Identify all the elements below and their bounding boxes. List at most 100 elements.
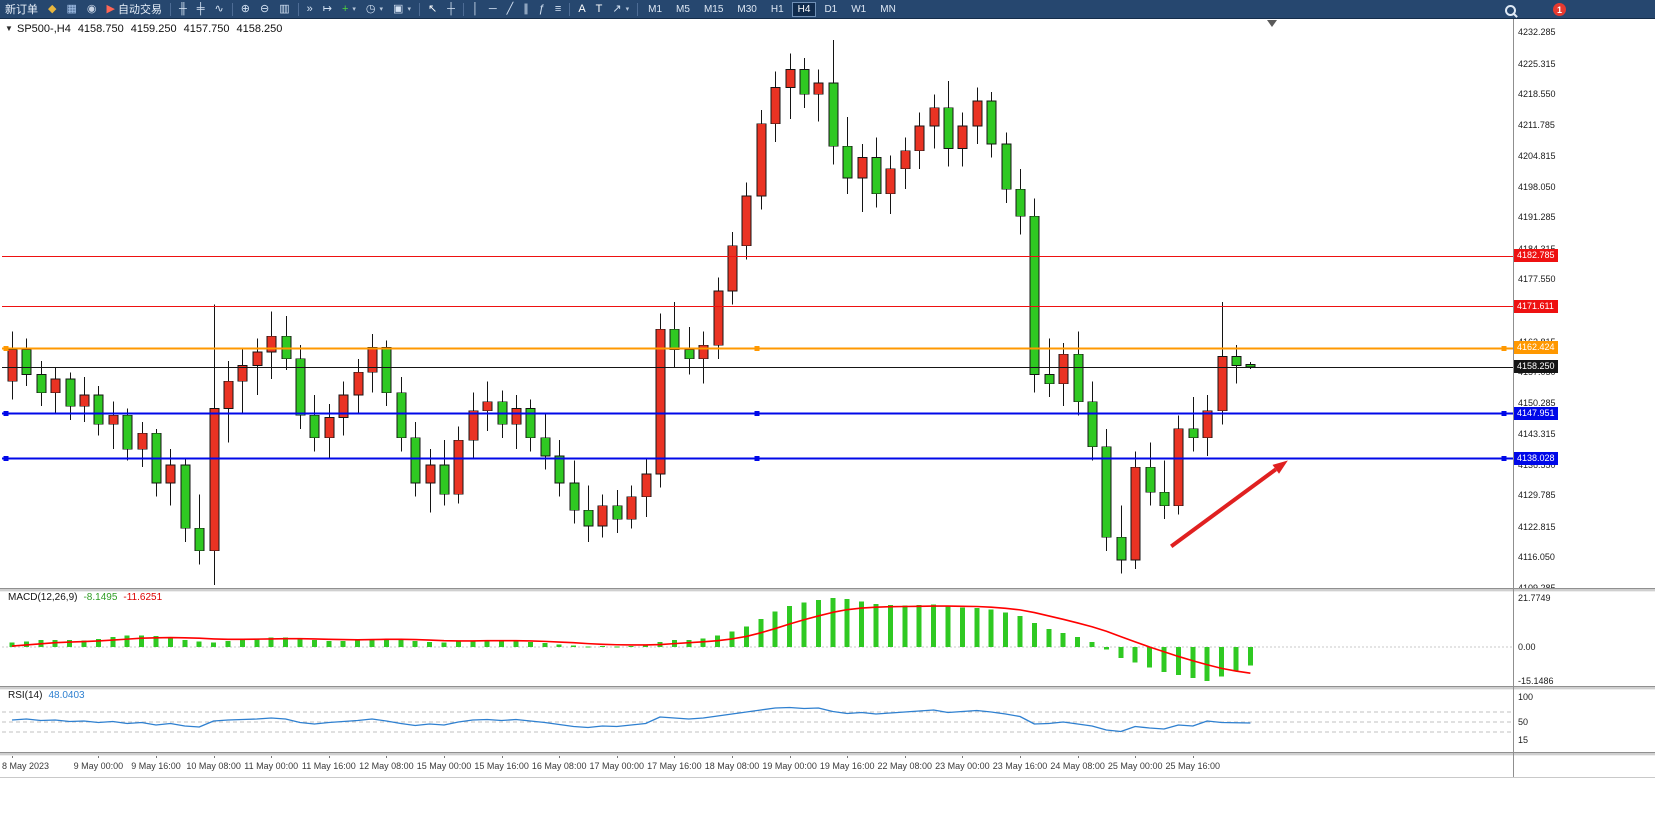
- hline-4138.028[interactable]: [2, 456, 1513, 461]
- templates-glyph: ▣: [393, 2, 404, 15]
- time-label: 18 May 08:00: [704, 761, 760, 771]
- panel-separator-timescale[interactable]: [0, 752, 1655, 756]
- templates-button[interactable]: ▣ ▾: [388, 1, 416, 18]
- time-tick: [847, 754, 849, 758]
- auto-scroll-icon-glyph: »: [306, 2, 313, 15]
- price-tag-4171.611: 4171.611: [1514, 299, 1558, 313]
- panel-separator-macd[interactable]: [0, 588, 1655, 592]
- price-tick-label: 4198.050: [1518, 181, 1556, 192]
- periods-button[interactable]: ◷ ▾: [361, 1, 388, 18]
- line-chart-icon-glyph: ∿: [214, 2, 224, 15]
- macd-signal-line: [11, 605, 1251, 674]
- mql5-icon-glyph: ◆: [48, 2, 57, 15]
- mql5-icon[interactable]: ◆: [43, 1, 61, 18]
- cursor-icon-glyph: ↖: [427, 2, 438, 15]
- indicators-button[interactable]: + ▾: [337, 1, 361, 18]
- price-tick-label: 4218.550: [1518, 89, 1556, 100]
- zoom-out-icon[interactable]: ⊖: [255, 1, 274, 18]
- vertical-line-icon[interactable]: │: [467, 1, 484, 18]
- time-tick: [962, 754, 964, 758]
- time-tick: [559, 754, 561, 758]
- time-tick: [98, 754, 100, 758]
- dropdown-arrow-icon: ▾: [407, 6, 411, 13]
- chart-shift-icon[interactable]: ↦: [318, 1, 337, 18]
- one-click-trading-toggle[interactable]: ▼: [5, 24, 13, 33]
- timeframe-mn[interactable]: MN: [880, 3, 896, 15]
- timeframe-d1[interactable]: D1: [824, 3, 838, 15]
- timeframe-m1[interactable]: M1: [648, 3, 663, 15]
- window-bottom-edge: [0, 777, 1655, 778]
- candlestick-chart-icon[interactable]: ╪: [192, 1, 210, 18]
- chart-shift-marker[interactable]: [1267, 20, 1277, 27]
- line-chart-icon[interactable]: ∿: [210, 1, 229, 18]
- time-tick: [386, 754, 388, 758]
- toolbar-separator: [231, 2, 233, 16]
- time-label: 19 May 00:00: [762, 761, 817, 771]
- timeframe-h4[interactable]: H4: [791, 1, 817, 17]
- levels-icon[interactable]: ≡: [550, 1, 566, 18]
- timeframe-m15[interactable]: M15: [703, 3, 724, 15]
- tile-windows-icon[interactable]: ▥: [274, 1, 294, 18]
- price-tag-4138.028: 4138.028: [1514, 451, 1558, 465]
- fibonacci-icon[interactable]: ƒ: [534, 1, 550, 18]
- time-label: 17 May 16:00: [647, 761, 702, 771]
- trendline-icon[interactable]: ╱: [502, 1, 519, 18]
- fibonacci-icon-glyph: ƒ: [538, 2, 545, 15]
- new-order-button-label: 新订单: [5, 4, 38, 16]
- algo-trading-button[interactable]: ▶ 自动交易: [101, 1, 166, 18]
- time-axis[interactable]: 8 May 2023 9 May 00:00 9 May 16:00 10 May 0…: [0, 754, 1655, 778]
- rsi-axis-label: 15: [1518, 734, 1529, 745]
- ohlc-low: 4157.750: [183, 23, 230, 35]
- charts-window-icon[interactable]: ▦: [61, 1, 81, 18]
- hline-4147.951[interactable]: [2, 411, 1513, 416]
- time-tick: [1135, 754, 1137, 758]
- timeframe-m5[interactable]: M5: [676, 3, 690, 15]
- price-axis[interactable]: 4232.285 4225.315 4218.550 4211.785 4204.815…: [1514, 19, 1655, 756]
- timeframe-m30[interactable]: M30: [737, 3, 757, 15]
- periods-glyph: ◷: [365, 2, 376, 15]
- cursor-icon[interactable]: ↖: [423, 1, 442, 18]
- trend-arrow-object[interactable]: [1170, 460, 1288, 548]
- bar-chart-icon[interactable]: ╫: [174, 1, 192, 18]
- text-label-icon[interactable]: T: [591, 1, 608, 18]
- time-label: 23 May 00:00: [935, 761, 990, 771]
- time-label: 17 May 00:00: [589, 761, 645, 771]
- ohlc-high: 4159.250: [130, 23, 177, 35]
- text-icon-glyph: A: [578, 2, 586, 15]
- ohlc-open: 4158.750: [77, 23, 124, 35]
- profile-icon[interactable]: ◉: [82, 1, 102, 18]
- text-icon[interactable]: A: [573, 1, 590, 18]
- time-label: 9 May 00:00: [73, 761, 124, 771]
- candlestick-chart-icon-glyph: ╪: [196, 2, 205, 15]
- time-tick: [1192, 754, 1194, 758]
- indicators-glyph: +: [341, 2, 349, 15]
- panel-separator-rsi[interactable]: [0, 686, 1655, 690]
- ohlc-close: 4158.250: [236, 23, 283, 35]
- channel-icon[interactable]: ∥: [518, 1, 534, 18]
- timeframe-h1[interactable]: H1: [770, 3, 784, 15]
- zoom-in-icon[interactable]: ⊕: [236, 1, 255, 18]
- price-tick-label: 4143.315: [1518, 429, 1556, 440]
- notification-badge[interactable]: 1: [1553, 3, 1566, 16]
- auto-scroll-icon[interactable]: »: [302, 1, 318, 18]
- price-tick-label: 4211.785: [1518, 119, 1555, 130]
- toolbar-separator: [297, 2, 299, 16]
- horizontal-line-icon[interactable]: ─: [484, 1, 502, 18]
- time-label: 25 May 00:00: [1107, 761, 1163, 771]
- hline-4162.424[interactable]: [2, 346, 1513, 351]
- crosshair-icon[interactable]: ┼: [442, 1, 460, 18]
- timeframe-w1[interactable]: W1: [851, 3, 867, 15]
- macd-axis-label: 0.00: [1518, 642, 1536, 652]
- time-label: 12 May 08:00: [359, 761, 414, 771]
- price-tick-label: 4204.815: [1518, 151, 1556, 162]
- search-button[interactable]: [1505, 3, 1521, 17]
- dropdown-arrow-icon: ▾: [379, 6, 384, 13]
- rsi-axis-label: 100: [1518, 692, 1534, 702]
- search-icon: [1505, 5, 1516, 16]
- macd-main-value: -8.1495: [83, 592, 118, 603]
- price-tick-label: 4191.285: [1518, 212, 1556, 223]
- new-order-button[interactable]: 新订单: [0, 1, 43, 18]
- arrows-button[interactable]: ↗ ▾: [607, 1, 634, 18]
